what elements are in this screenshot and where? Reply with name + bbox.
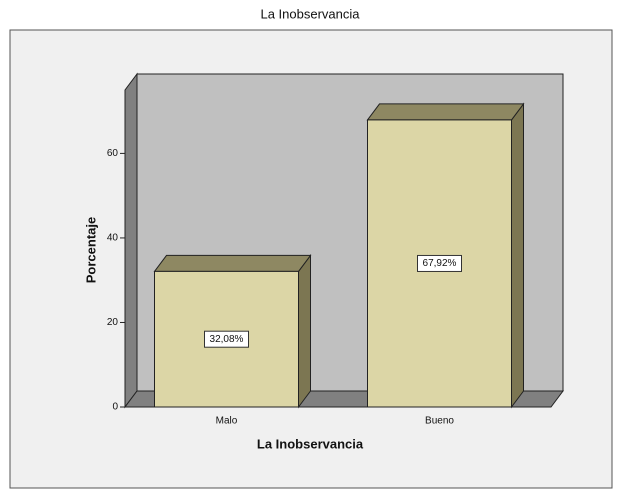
bar-top: [366, 103, 525, 121]
chart-title: La Inobservancia: [260, 6, 360, 21]
y-axis-title: Porcentaje: [83, 217, 98, 283]
y-tick-label: 20: [107, 317, 119, 328]
y-tick-label: 40: [107, 233, 119, 244]
y-tick-label: 60: [107, 148, 119, 159]
value-label-box: [417, 254, 462, 272]
x-tick-label: Bueno: [425, 416, 454, 427]
x-tick-label: Malo: [216, 416, 238, 427]
y-tick-label: 0: [112, 402, 118, 413]
bar-side: [511, 102, 524, 409]
value-label: 67,92%: [423, 258, 457, 269]
left-wall: [124, 72, 138, 409]
bar-top: [153, 254, 312, 272]
x-axis-title: La Inobservancia: [257, 436, 364, 451]
value-label-box: [204, 330, 249, 348]
value-label: 32,08%: [210, 334, 244, 345]
bar-side: [298, 253, 311, 409]
